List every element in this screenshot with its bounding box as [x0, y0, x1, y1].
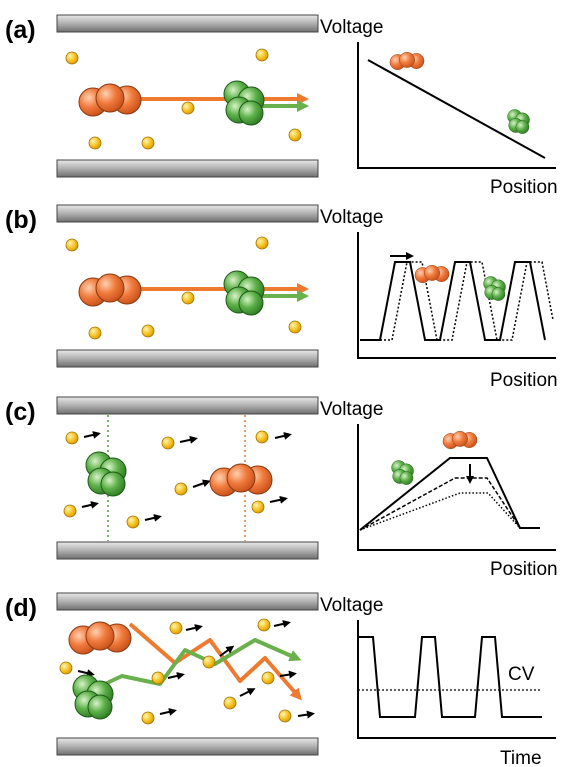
diagram: (a) Voltage Position (b) Voltage Positio…: [0, 0, 576, 767]
y-axis-label: Voltage: [320, 207, 383, 228]
x-axis-label: Position: [490, 370, 558, 391]
panel-c: (c) Voltage Position: [5, 397, 558, 580]
page: {"panels":[ {"label":"(a)","y_axis":"Vol…: [0, 0, 576, 767]
panel-a: (a) Voltage Position: [5, 15, 558, 198]
y-axis-label: Voltage: [320, 399, 383, 420]
x-axis-label: Time: [500, 748, 542, 767]
panel-label: (b): [5, 206, 37, 234]
panel-b: (b) Voltage Position: [5, 205, 558, 391]
panel-label: (c): [5, 398, 36, 426]
annotation: CV: [508, 664, 535, 685]
panel-label: (a): [5, 16, 36, 44]
panel-label: (d): [5, 594, 37, 622]
x-axis-label: Position: [490, 559, 558, 580]
y-axis-label: Voltage: [320, 595, 383, 616]
panel-d: (d) Voltage CV Time: [5, 593, 556, 767]
y-axis-label: Voltage: [320, 17, 383, 38]
x-axis-label: Position: [490, 177, 558, 198]
